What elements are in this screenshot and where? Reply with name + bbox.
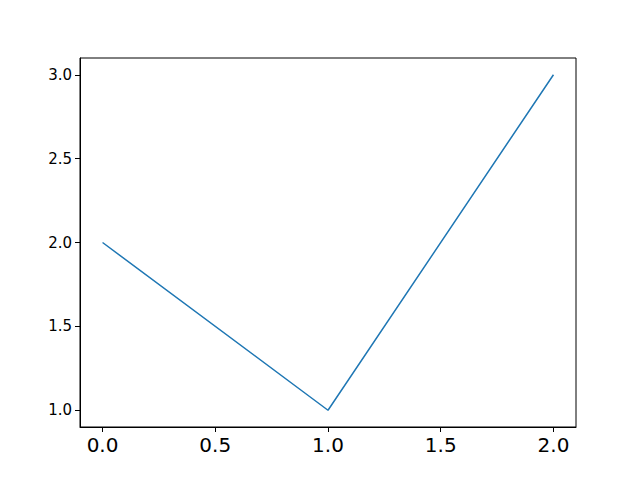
svg-text:2.5: 2.5 — [48, 150, 72, 168]
svg-text:2.0: 2.0 — [48, 234, 72, 252]
svg-text:1.0: 1.0 — [48, 401, 72, 419]
svg-text:0.0: 0.0 — [87, 433, 119, 457]
svg-text:1.0: 1.0 — [312, 433, 344, 457]
svg-text:0.5: 0.5 — [199, 433, 231, 457]
svg-text:1.5: 1.5 — [48, 317, 72, 335]
svg-text:1.5: 1.5 — [425, 433, 457, 457]
svg-text:2.0: 2.0 — [538, 433, 570, 457]
svg-text:3.0: 3.0 — [48, 66, 72, 84]
